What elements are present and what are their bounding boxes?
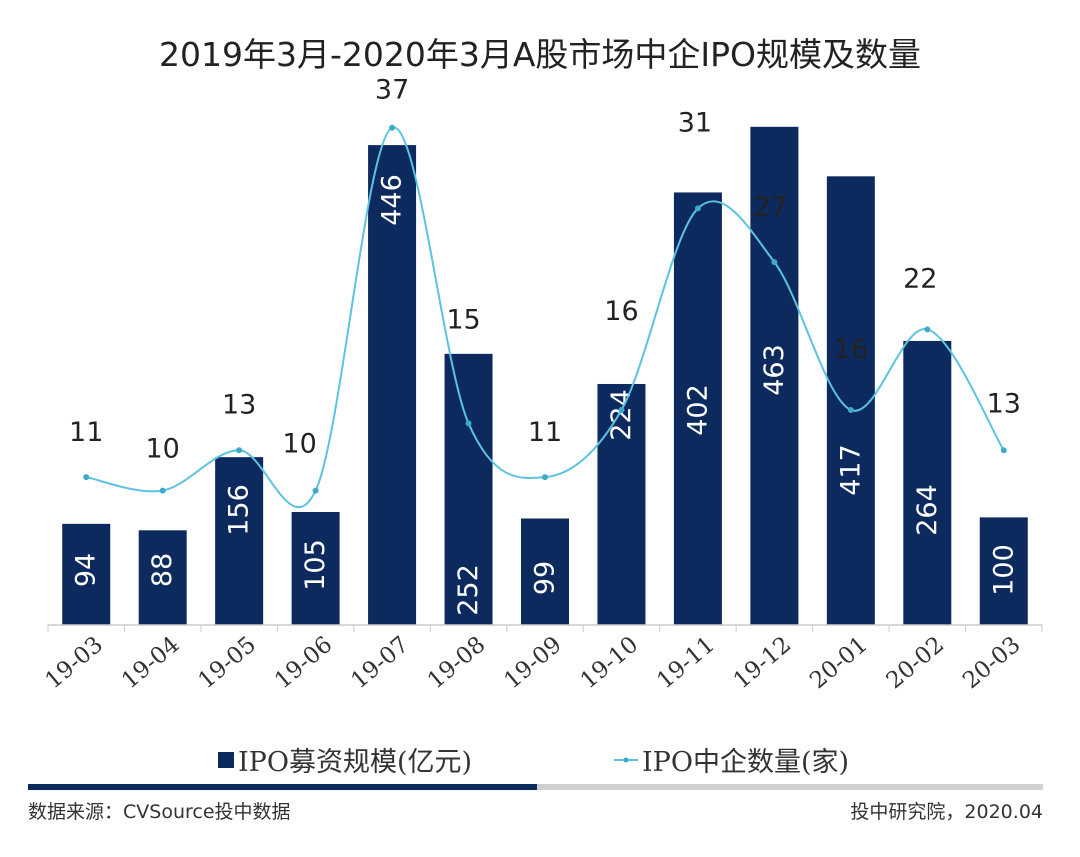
bar-value-label: 402 bbox=[682, 384, 713, 436]
count-point bbox=[312, 487, 319, 494]
bar-value-label: 417 bbox=[835, 444, 866, 496]
count-value-label: 22 bbox=[903, 263, 937, 294]
bar-value-label: 252 bbox=[453, 564, 484, 616]
bar-20-02 bbox=[903, 340, 952, 625]
bar-value-label: 94 bbox=[71, 553, 102, 587]
bar-20-03 bbox=[979, 517, 1028, 625]
bar-19-08 bbox=[444, 353, 493, 625]
legend-item-bar: IPO募资规模(亿元) bbox=[218, 740, 472, 779]
chart-title: 2019年3月-2020年3月A股市场中企IPO规模及数量 bbox=[158, 35, 922, 74]
bar-value-label: 99 bbox=[530, 561, 561, 595]
count-point bbox=[159, 487, 166, 494]
count-value-label: 11 bbox=[528, 417, 562, 448]
legend-item-line: IPO中企数量(家) bbox=[614, 740, 849, 779]
x-tick-label: 19-12 bbox=[729, 632, 797, 695]
count-point bbox=[542, 474, 548, 481]
x-tick-label: 20-03 bbox=[958, 632, 1026, 695]
count-value-label: 13 bbox=[987, 388, 1021, 419]
legend-bar-swatch bbox=[218, 751, 234, 768]
count-point bbox=[1000, 447, 1007, 454]
count-point bbox=[924, 326, 931, 333]
bar-19-07 bbox=[368, 145, 417, 625]
count-point bbox=[847, 406, 854, 413]
count-point bbox=[465, 420, 472, 427]
bar-value-label: 100 bbox=[988, 544, 1019, 596]
bar-19-05 bbox=[215, 457, 264, 625]
source-note: 数据来源：CVSource投中数据 bbox=[28, 801, 291, 823]
legend-bar-label: IPO募资规模(亿元) bbox=[238, 747, 473, 778]
bar-value-label: 105 bbox=[300, 539, 331, 591]
count-value-label: 37 bbox=[375, 75, 409, 106]
count-value-label: 16 bbox=[834, 334, 868, 365]
count-value-label: 11 bbox=[69, 417, 103, 448]
bar-19-10 bbox=[597, 383, 646, 625]
bar-19-03 bbox=[62, 523, 111, 625]
count-point bbox=[83, 474, 90, 481]
x-tick-label: 19-05 bbox=[193, 632, 261, 695]
count-value-label: 13 bbox=[222, 389, 256, 420]
bar-19-09 bbox=[521, 518, 569, 625]
count-point bbox=[771, 259, 778, 266]
count-point bbox=[236, 447, 243, 454]
bar-19-12 bbox=[750, 126, 799, 625]
count-value-label: 27 bbox=[753, 192, 787, 223]
count-value-label: 16 bbox=[604, 296, 638, 327]
x-tick-label: 19-09 bbox=[499, 632, 567, 695]
x-tick-label: 19-08 bbox=[423, 632, 491, 695]
count-value-label: 10 bbox=[146, 434, 180, 465]
bar-19-06 bbox=[291, 512, 340, 625]
bar-value-label: 156 bbox=[224, 484, 255, 536]
count-value-label: 15 bbox=[446, 304, 480, 335]
count-value-label: 31 bbox=[678, 107, 712, 138]
credit-note: 投中研究院，2020.04 bbox=[850, 801, 1043, 823]
x-tick-label: 19-06 bbox=[270, 632, 338, 695]
x-tick-label: 20-01 bbox=[805, 632, 873, 695]
bar-value-label: 446 bbox=[377, 174, 408, 226]
bar-20-01 bbox=[826, 176, 875, 626]
divider-dark bbox=[28, 784, 537, 790]
x-tick-label: 19-11 bbox=[652, 632, 720, 695]
count-point bbox=[389, 124, 396, 131]
x-tick-label: 20-02 bbox=[882, 632, 950, 695]
count-point bbox=[618, 406, 625, 413]
bar-19-04 bbox=[138, 530, 187, 625]
bar-value-label: 264 bbox=[912, 484, 943, 536]
x-tick-label: 19-03 bbox=[41, 632, 109, 695]
bar-value-label: 463 bbox=[759, 344, 790, 396]
x-tick-label: 19-04 bbox=[117, 632, 185, 695]
bar-19-11 bbox=[673, 192, 722, 625]
bar-value-label: 88 bbox=[147, 553, 178, 587]
legend-line-label: IPO中企数量(家) bbox=[642, 747, 850, 778]
legend-line-swatch bbox=[614, 757, 638, 762]
count-point bbox=[694, 205, 701, 212]
count-value-label: 10 bbox=[282, 429, 316, 460]
x-tick-label: 19-10 bbox=[576, 632, 644, 695]
x-tick-label: 19-07 bbox=[346, 632, 414, 695]
divider-light bbox=[537, 784, 1043, 790]
bar-value-label: 224 bbox=[606, 389, 637, 441]
